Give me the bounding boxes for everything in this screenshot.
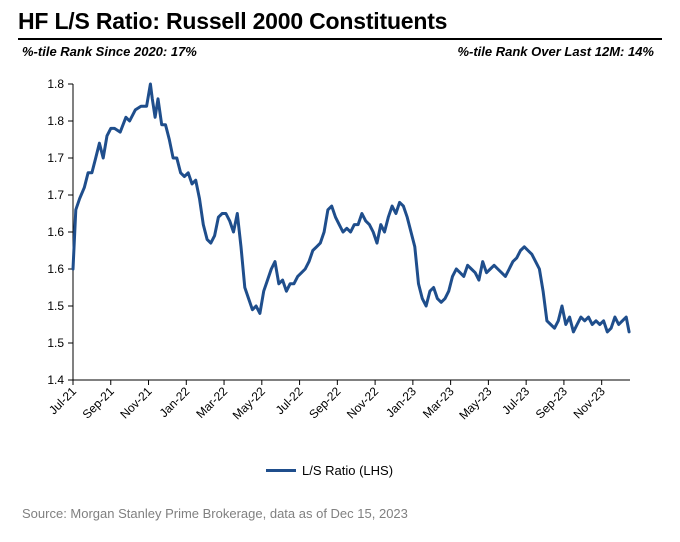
x-tick-label: Mar-23 [420, 384, 457, 421]
y-tick-label: 1.7 [47, 188, 64, 202]
chart-title: HF L/S Ratio: Russell 2000 Constituents [18, 8, 448, 34]
x-tick-label: Sep-22 [306, 384, 343, 421]
legend: L/S Ratio (LHS) [266, 463, 393, 478]
x-tick-label: Nov-23 [571, 384, 608, 421]
x-tick-label: Jan-23 [383, 384, 419, 420]
y-tick-label: 1.6 [47, 262, 64, 276]
x-tick-label: Jul-21 [46, 384, 79, 417]
y-tick-label: 1.5 [47, 299, 64, 313]
y-tick-label: 1.4 [47, 373, 64, 387]
x-tick-label: Nov-21 [117, 384, 154, 421]
x-axis: Jul-21 Sep-21 Nov-21 Jan-22 Mar-22 May-22 Jul-… [46, 379, 630, 422]
y-tick-label: 1.6 [47, 225, 64, 239]
x-tick-label: Jul-22 [273, 384, 306, 417]
source-note: Source: Morgan Stanley Prime Brokerage, … [22, 506, 408, 521]
x-tick-label: May-23 [456, 384, 494, 422]
title-divider [18, 38, 662, 40]
y-tick-label: 1.8 [47, 77, 64, 91]
y-tick-label: 1.5 [47, 336, 64, 350]
subtitle-right: %-tile Rank Over Last 12M: 14% [457, 44, 654, 59]
x-tick-label: Jan-22 [157, 384, 193, 420]
series-layer [71, 82, 631, 334]
y-tick-label: 1.8 [47, 114, 64, 128]
legend-swatch [266, 469, 296, 472]
subtitle-left: %-tile Rank Since 2020: 17% [22, 44, 197, 59]
series-line-ls-ratio [71, 82, 631, 334]
x-tick-label: Nov-22 [344, 384, 381, 421]
x-tick-label: Sep-21 [80, 384, 117, 421]
y-tick-label: 1.7 [47, 151, 64, 165]
x-tick-label: Jul-23 [499, 384, 532, 417]
y-axis: 1.4 1.5 1.5 1.6 1.6 1.7 1.7 1.8 1.8 [47, 77, 74, 387]
x-tick-label: Sep-23 [533, 384, 570, 421]
legend-label: L/S Ratio (LHS) [302, 463, 394, 478]
x-tick-label: Mar-22 [193, 384, 230, 421]
x-tick-label: May-22 [230, 384, 268, 422]
